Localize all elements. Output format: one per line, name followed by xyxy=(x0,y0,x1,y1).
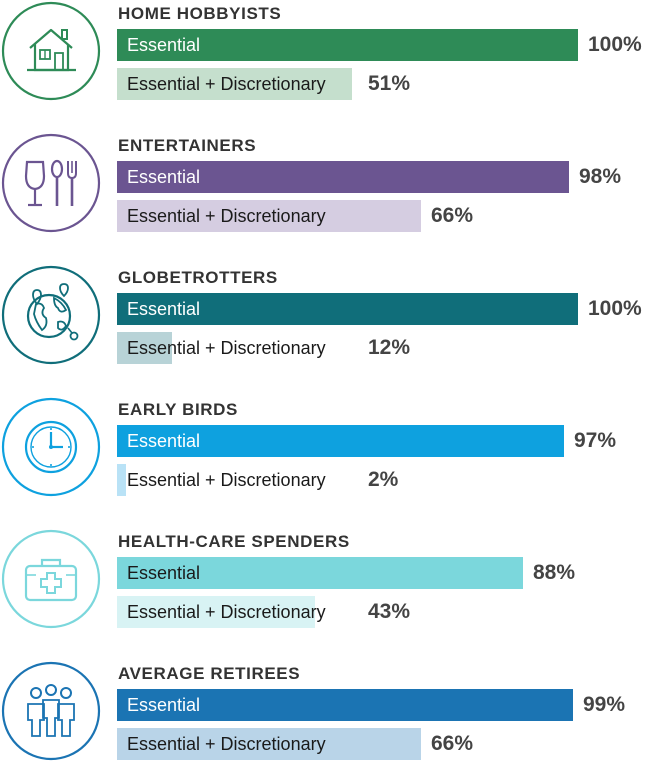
globe-icon xyxy=(0,264,102,366)
discretionary-bar-label: Essential + Discretionary xyxy=(127,734,326,754)
essential-bar-label: Essential xyxy=(127,167,201,187)
value-label: 66% xyxy=(431,204,474,227)
group-title: ENTERTAINERS xyxy=(118,136,257,155)
chart-group: HEALTH-CARE SPENDERS Essential 88% Essentia… xyxy=(0,528,650,648)
value-label: 100% xyxy=(588,33,642,56)
value-label: 51% xyxy=(368,72,411,95)
essential-bar xyxy=(117,29,578,61)
value-label: 99% xyxy=(583,693,626,716)
chart-group: AVERAGE RETIREES Essential 99% Essential + … xyxy=(0,660,650,780)
group-title: GLOBETROTTERS xyxy=(118,268,278,287)
discretionary-bar-label: Essential + Discretionary xyxy=(127,338,326,358)
discretionary-bar xyxy=(117,464,126,496)
first-aid-kit-icon xyxy=(0,528,102,630)
essential-bar xyxy=(117,293,578,325)
discretionary-bar xyxy=(117,200,421,232)
value-label: 97% xyxy=(574,429,617,452)
essential-bar xyxy=(117,161,569,193)
value-label: 43% xyxy=(368,600,411,623)
discretionary-bar xyxy=(117,68,352,100)
discretionary-bar xyxy=(117,728,421,760)
essential-bar xyxy=(117,689,573,721)
people-group-icon xyxy=(0,660,102,762)
essential-bar xyxy=(117,557,523,589)
chart-group: EARLY BIRDS Essential 97% Essential + Discr… xyxy=(0,396,650,516)
group-title: HOME HOBBYISTS xyxy=(118,4,282,23)
chart-group: HOME HOBBYISTS Essential 100% Essential + D… xyxy=(0,0,650,120)
clock-icon xyxy=(0,396,102,498)
house-icon xyxy=(0,0,102,102)
value-label: 2% xyxy=(368,468,399,491)
discretionary-bar-label: Essential + Discretionary xyxy=(127,206,326,226)
value-label: 66% xyxy=(431,732,474,755)
essential-bar-label: Essential xyxy=(127,431,201,451)
value-label: 12% xyxy=(368,336,411,359)
wine-glass-utensils-icon xyxy=(0,132,102,234)
essential-bar-label: Essential xyxy=(127,695,201,715)
discretionary-bar-label: Essential + Discretionary xyxy=(127,74,326,94)
discretionary-bar-label: Essential + Discretionary xyxy=(127,470,326,490)
essential-bar-label: Essential xyxy=(127,35,201,55)
essential-bar-label: Essential xyxy=(127,563,201,583)
group-title: HEALTH-CARE SPENDERS xyxy=(118,532,350,551)
chart-group: ENTERTAINERS Essential 98% Essential + Disc… xyxy=(0,132,650,252)
discretionary-bar-label: Essential + Discretionary xyxy=(127,602,326,622)
value-label: 100% xyxy=(588,297,642,320)
value-label: 88% xyxy=(533,561,576,584)
essential-bar xyxy=(117,425,564,457)
chart-group: GLOBETROTTERS Essential 100% Essential + Di… xyxy=(0,264,650,384)
bar-chart: HOME HOBBYISTS Essential 100% Essential + D… xyxy=(0,0,650,761)
group-title: AVERAGE RETIREES xyxy=(118,664,301,683)
value-label: 98% xyxy=(579,165,622,188)
essential-bar-label: Essential xyxy=(127,299,201,319)
discretionary-bar xyxy=(117,596,315,628)
group-title: EARLY BIRDS xyxy=(118,400,238,419)
discretionary-bar xyxy=(117,332,172,364)
